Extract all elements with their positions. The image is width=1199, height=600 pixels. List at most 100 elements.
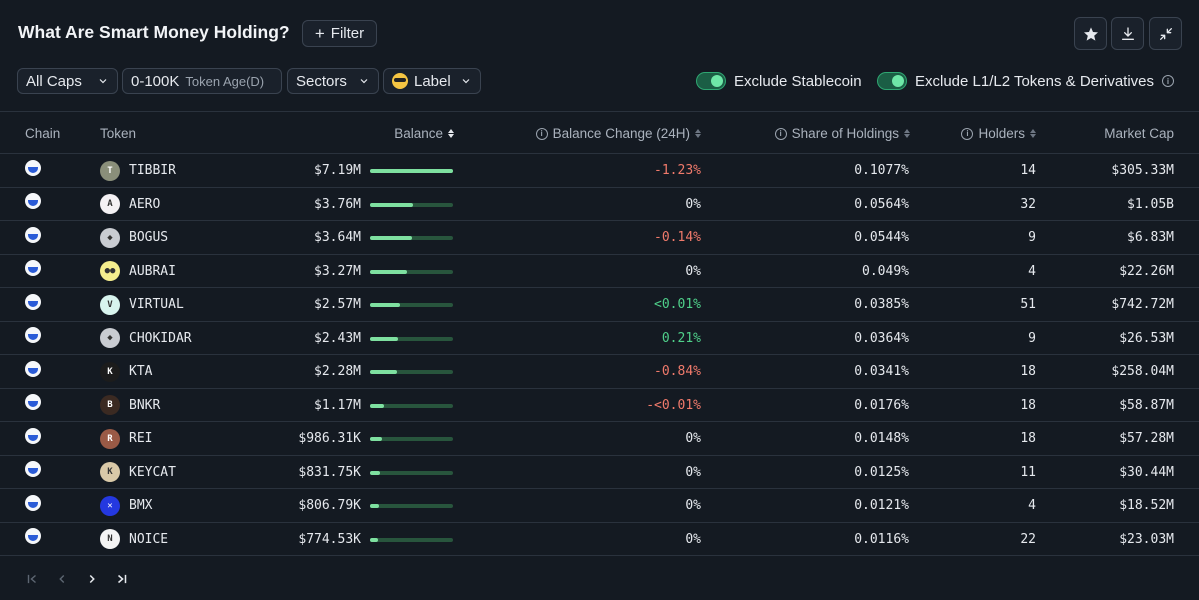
table-row[interactable]: T TIBBIR $7.19M -1.23% 0.1077% 14 $305.3… [0, 154, 1199, 188]
token-cell[interactable]: ●● AUBRAI [100, 255, 176, 289]
column-header-balance[interactable]: Balance [394, 126, 454, 141]
share-cell: 0.0125% [854, 456, 909, 490]
base-chain-icon [25, 226, 41, 243]
token-cell[interactable]: K KEYCAT [100, 456, 176, 490]
info-icon[interactable]: i [1162, 75, 1175, 87]
base-chain-icon [25, 293, 41, 310]
token-cell[interactable]: ✕ BMX [100, 489, 152, 523]
exclude-stablecoin-toggle[interactable] [696, 72, 726, 90]
balance-bar-fill [370, 470, 380, 475]
table-row[interactable]: R REI $986.31K 0% 0.0148% 18 $57.28M [0, 422, 1199, 456]
base-chain-icon [25, 394, 41, 411]
chain-cell [25, 288, 41, 322]
token-cell[interactable]: ◆ CHOKIDAR [100, 322, 192, 356]
token-cell[interactable]: A AERO [100, 188, 160, 222]
previous-page-button[interactable] [54, 570, 70, 588]
holders-cell: 18 [1020, 389, 1036, 423]
chevron-down-icon [99, 79, 107, 84]
balance-bar [370, 236, 453, 240]
share-value: 0.0385% [854, 297, 909, 313]
balance-bar [370, 437, 453, 441]
balance-bar-fill [370, 303, 400, 307]
token-cell[interactable]: R REI [100, 422, 152, 456]
balance-bar-fill [370, 504, 380, 508]
favorite-button[interactable] [1074, 17, 1107, 50]
column-header-label: Balance [394, 126, 443, 141]
table-row[interactable]: V VIRTUAL $2.57M <0.01% 0.0385% 51 $742.… [0, 288, 1199, 322]
token-name: CHOKIDAR [129, 330, 192, 346]
column-header-balance-change[interactable]: i Balance Change (24H) [535, 126, 701, 141]
share-cell: 0.0564% [854, 188, 909, 222]
table-row[interactable]: ◆ BOGUS $3.64M -0.14% 0.0544% 9 $6.83M [0, 221, 1199, 255]
token-icon: N [100, 529, 120, 550]
token-cell[interactable]: T TIBBIR [100, 154, 176, 188]
token-icon: ●● [100, 261, 120, 282]
share-cell: 0.0341% [854, 355, 909, 389]
filter-button[interactable]: + Filter [302, 20, 377, 47]
last-page-button[interactable] [114, 570, 130, 588]
token-cell[interactable]: B BNKR [100, 389, 160, 423]
label-dropdown[interactable]: Label [383, 68, 481, 94]
market-cap-value: $742.72M [1111, 297, 1174, 313]
token-icon-glyph: ◆ [107, 333, 113, 344]
market-cap-value: $6.83M [1127, 230, 1174, 246]
info-icon[interactable]: i [961, 127, 974, 140]
holders-value: 4 [1028, 498, 1036, 514]
share-value: 0.0125% [854, 464, 909, 480]
table-row[interactable]: B BNKR $1.17M -<0.01% 0.0176% 18 $58.87M [0, 389, 1199, 423]
token-cell[interactable]: ◆ BOGUS [100, 221, 168, 255]
market-cap-cell: $22.26M [1119, 255, 1174, 289]
balance-change-value: 0% [685, 498, 701, 514]
balance-value: $2.28M [314, 364, 361, 380]
pagination [24, 570, 130, 588]
balance-change-cell: 0% [685, 523, 701, 557]
balance-value: $2.43M [314, 330, 361, 346]
table-row[interactable]: ✕ BMX $806.79K 0% 0.0121% 4 $18.52M [0, 489, 1199, 523]
column-header-share[interactable]: i Share of Holdings [774, 126, 910, 141]
column-header-market-cap[interactable]: Market Cap [1104, 126, 1174, 141]
token-icon-glyph: A [107, 199, 113, 210]
first-page-button[interactable] [24, 570, 40, 588]
table-row[interactable]: K KEYCAT $831.75K 0% 0.0125% 11 $30.44M [0, 456, 1199, 490]
holders-cell: 22 [1020, 523, 1036, 557]
balance-bar [370, 470, 453, 475]
holders-cell: 4 [1028, 255, 1036, 289]
table-row[interactable]: ●● AUBRAI $3.27M 0% 0.049% 4 $22.26M [0, 255, 1199, 289]
balance-bar [370, 303, 453, 307]
market-cap-value: $18.52M [1119, 498, 1174, 514]
token-cell[interactable]: K KTA [100, 355, 152, 389]
table-row[interactable]: N NOICE $774.53K 0% 0.0116% 22 $23.03M [0, 523, 1199, 557]
next-page-button[interactable] [84, 570, 100, 588]
table-row[interactable]: A AERO $3.76M 0% 0.0564% 32 $1.05B [0, 188, 1199, 222]
market-cap-value: $258.04M [1111, 364, 1174, 380]
chevron-left-icon [59, 575, 65, 583]
chevron-right-icon [89, 574, 95, 584]
token-cell[interactable]: N NOICE [100, 523, 168, 557]
column-header-holders[interactable]: i Holders [961, 126, 1036, 141]
token-age-filter[interactable]: 0-100K Token Age(D) [122, 68, 282, 94]
holders-cell: 9 [1028, 221, 1036, 255]
info-icon[interactable]: i [774, 127, 787, 140]
balance-change-cell: -1.23% [654, 154, 701, 188]
sectors-dropdown[interactable]: Sectors [287, 68, 379, 94]
balance-cell: $2.43M [314, 322, 361, 356]
token-age-value: 0-100K [131, 72, 180, 90]
balance-value: $831.75K [298, 464, 361, 480]
base-chain-icon [25, 327, 41, 344]
balance-bar [370, 336, 453, 341]
exclude-l1l2-toggle[interactable] [877, 72, 907, 90]
toggle-knob [892, 75, 904, 87]
collapse-button[interactable] [1149, 17, 1182, 50]
token-name: REI [129, 431, 153, 447]
balance-cell: $806.79K [298, 489, 361, 523]
table-row[interactable]: K KTA $2.28M -0.84% 0.0341% 18 $258.04M [0, 355, 1199, 389]
table-row[interactable]: ◆ CHOKIDAR $2.43M 0.21% 0.0364% 9 $26.53… [0, 322, 1199, 356]
share-cell: 0.0544% [854, 221, 909, 255]
download-button[interactable] [1111, 17, 1144, 50]
balance-value: $774.53K [298, 531, 361, 547]
token-cell[interactable]: V VIRTUAL [100, 288, 184, 322]
sort-icon [904, 129, 910, 138]
info-icon[interactable]: i [535, 127, 548, 140]
caps-dropdown[interactable]: All Caps [17, 68, 118, 94]
toggle-knob [711, 75, 723, 87]
